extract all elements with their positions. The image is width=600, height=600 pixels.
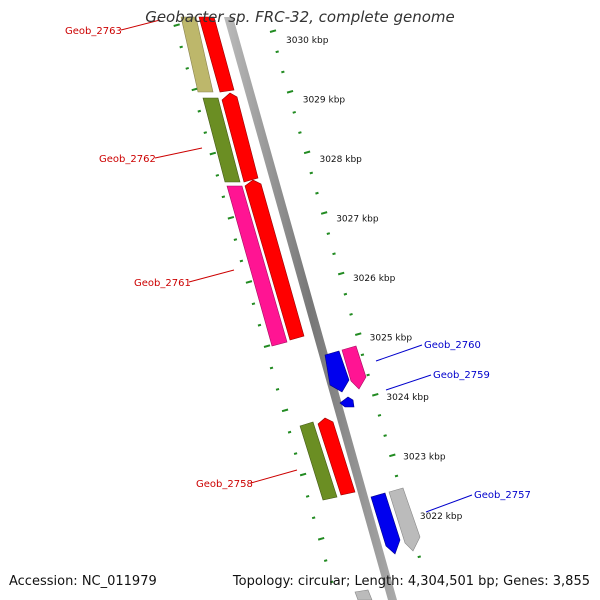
tick-mark: [320, 211, 328, 215]
accession-text: Accession: NC_011979: [9, 574, 157, 589]
tick-mark: [323, 559, 328, 562]
feature-geob-2763[interactable]: [180, 16, 235, 93]
tick-mark: [245, 280, 253, 284]
tick-mark: [329, 580, 334, 584]
tick-mark: [354, 332, 362, 336]
tick-mark: [349, 312, 353, 316]
tick-mark: [326, 232, 331, 235]
feature-geob-2758[interactable]: [299, 417, 356, 501]
tick-mark: [209, 151, 217, 156]
tick-mark: [233, 238, 238, 241]
cds-bar-geob-2763[interactable]: [198, 16, 235, 93]
feature-geob-2762[interactable]: [202, 92, 259, 183]
tick-mark: [372, 392, 379, 397]
cds-bar-geob-2762[interactable]: [221, 92, 259, 183]
backbone: [224, 17, 397, 600]
feature-bottom-left: [354, 589, 373, 600]
tick-mark: [263, 344, 271, 348]
tick-mark: [389, 453, 396, 458]
tick-mark: [239, 259, 244, 263]
tick-mark: [299, 472, 307, 477]
tick-mark: [303, 150, 311, 155]
tick-mark: [227, 215, 235, 220]
tick-mark: [185, 66, 189, 70]
tick-mark: [417, 555, 422, 559]
tick-mark: [203, 131, 208, 134]
tick-label: 3029 kbp: [303, 96, 346, 106]
tick-label: 3026 kbp: [353, 274, 396, 284]
gene-bar-geob-2761[interactable]: [226, 185, 288, 347]
tick-label: 3028 kbp: [319, 155, 362, 165]
tick-mark: [315, 191, 319, 195]
tick-mark: [366, 373, 370, 377]
tick-mark: [269, 29, 277, 33]
gene-bar-geob-2758[interactable]: [299, 421, 338, 501]
tick-mark: [317, 536, 325, 541]
cds-bar-geob-2757[interactable]: [388, 487, 421, 552]
tick-mark: [281, 408, 289, 413]
gene-bar-geob-2759[interactable]: [339, 396, 355, 408]
tick-label: 3023 kbp: [403, 453, 446, 463]
tick-mark: [332, 252, 336, 256]
label-geob-2758[interactable]: Geob_2758: [196, 479, 253, 490]
gene-bar-geob-2763[interactable]: [180, 16, 214, 93]
cds-bar-geob-2761[interactable]: [244, 179, 305, 341]
tick-mark: [309, 171, 314, 175]
tick-mark: [173, 23, 180, 27]
label-geob-2757[interactable]: Geob_2757: [474, 490, 531, 501]
tick-mark: [257, 323, 262, 327]
tick-label: 3024 kbp: [386, 393, 429, 403]
label-geob-2760[interactable]: Geob_2760: [424, 340, 481, 351]
tick-mark: [360, 353, 365, 357]
label-geob-2763[interactable]: Geob_2763: [65, 26, 122, 37]
gene-labels: Geob_2763 Geob_2762 Geob_2761 Geob_2758 …: [65, 19, 531, 513]
tick-mark: [292, 110, 296, 114]
tick-mark: [305, 494, 310, 498]
label-geob-2762[interactable]: Geob_2762: [99, 154, 156, 165]
tick-mark: [394, 474, 399, 478]
tick-label: 3030 kbp: [286, 36, 329, 46]
label-geob-2761[interactable]: Geob_2761: [134, 278, 191, 289]
cds-bar-geob-2758[interactable]: [317, 417, 356, 496]
tick-mark: [293, 452, 298, 455]
tick-labels: 3030 kbp 3029 kbp 3028 kbp 3027 kbp 3026 kbp…: [286, 36, 463, 522]
tick-mark: [281, 70, 285, 74]
tick-mark: [287, 430, 292, 434]
tick-mark: [251, 302, 256, 306]
gene-bar-geob-2757[interactable]: [370, 492, 401, 555]
gene-bar-geob-2760[interactable]: [324, 350, 350, 393]
tick-mark: [343, 292, 348, 296]
genome-title: Geobacter sp. FRC-32, complete genome: [145, 8, 455, 26]
cds-bar-geob-2760[interactable]: [341, 345, 367, 390]
genome-stats-text: Topology: circular; Length: 4,304,501 bp…: [232, 574, 590, 589]
tick-mark: [269, 366, 274, 370]
feature-geob-2759[interactable]: [339, 396, 355, 408]
tick-label: 3022 kbp: [420, 512, 463, 522]
tick-mark: [275, 387, 280, 391]
tick-mark: [311, 516, 316, 520]
tick-mark: [197, 109, 202, 113]
feature-geob-2761[interactable]: [226, 179, 305, 347]
tick-mark: [191, 87, 199, 92]
tick-mark: [179, 45, 183, 49]
tick-mark: [286, 89, 294, 94]
feature-geob-2760[interactable]: [324, 345, 367, 393]
tick-mark: [377, 413, 382, 417]
tick-mark: [337, 271, 345, 276]
label-geob-2759[interactable]: Geob_2759: [433, 370, 490, 381]
tick-label: 3027 kbp: [336, 215, 379, 225]
tick-mark: [298, 131, 302, 134]
tick-track-forward: [269, 29, 422, 559]
tick-mark: [221, 195, 226, 199]
tick-mark: [275, 50, 279, 54]
tick-mark: [215, 173, 220, 177]
gene-bar-geob-2762[interactable]: [202, 97, 241, 183]
tick-label: 3025 kbp: [370, 334, 413, 344]
feature-geob-2757[interactable]: [370, 487, 421, 555]
tick-track-reverse: [173, 23, 334, 584]
tick-mark: [383, 434, 387, 437]
